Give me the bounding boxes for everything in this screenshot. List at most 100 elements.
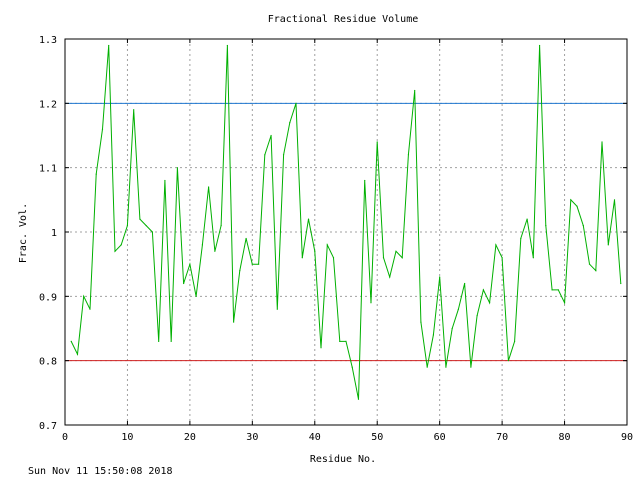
- data-point: [108, 44, 110, 47]
- x-tick-label: 0: [62, 432, 68, 443]
- data-point: [201, 244, 203, 246]
- data-point: [295, 102, 297, 104]
- x-tick-label: 30: [246, 432, 258, 443]
- data-point: [189, 263, 191, 265]
- data-point: [145, 224, 147, 227]
- y-tick-label: 0.9: [39, 292, 57, 303]
- data-point: [613, 199, 616, 201]
- data-point: [426, 366, 428, 368]
- data-point: [126, 224, 129, 227]
- data-point: [270, 134, 272, 137]
- data-point: [176, 167, 178, 169]
- data-point: [133, 109, 135, 111]
- data-point: [95, 173, 97, 175]
- data-point: [257, 263, 260, 265]
- data-point: [339, 340, 341, 342]
- data-point: [83, 295, 85, 297]
- data-point: [326, 244, 328, 246]
- data-point: [576, 205, 578, 207]
- data-point: [101, 128, 104, 130]
- data-point: [301, 257, 303, 259]
- x-tick-label: 10: [121, 432, 133, 443]
- data-point: [214, 250, 216, 252]
- data-point: [551, 289, 553, 291]
- data-point: [139, 218, 141, 220]
- timestamp: Sun Nov 11 15:50:08 2018: [28, 466, 173, 477]
- data-point: [563, 302, 566, 304]
- data-point: [170, 340, 172, 342]
- grid-lines: [65, 39, 627, 425]
- data-point: [520, 237, 522, 240]
- x-tick-label: 60: [434, 432, 446, 443]
- data-point: [282, 154, 285, 156]
- data-point: [482, 289, 484, 291]
- data-point: [545, 224, 547, 227]
- data-point: [557, 289, 559, 291]
- y-tick-label: 0.7: [39, 421, 57, 432]
- data-point: [588, 263, 591, 265]
- data-point: [70, 340, 72, 342]
- chart-title: Fractional Residue Volume: [268, 14, 419, 25]
- data-point: [239, 270, 241, 272]
- data-point: [439, 276, 441, 278]
- data-point: [332, 257, 335, 259]
- data-point: [151, 231, 154, 233]
- data-point: [264, 154, 266, 156]
- data-point: [514, 340, 516, 342]
- data-point: [382, 257, 385, 259]
- x-tick-label: 80: [559, 432, 571, 443]
- y-tick-label: 1.2: [39, 99, 57, 110]
- data-point: [432, 334, 435, 336]
- data-point: [357, 398, 360, 400]
- data-point: [314, 250, 316, 252]
- data-point: [395, 250, 397, 252]
- x-tick-label: 40: [309, 432, 321, 443]
- data-point: [601, 141, 603, 143]
- data-point: [226, 44, 228, 47]
- data-point: [489, 302, 491, 304]
- y-axis-label: Frac. Vol.: [18, 203, 29, 263]
- data-point: [364, 179, 366, 182]
- data-point: [532, 257, 534, 259]
- data-point: [276, 308, 278, 310]
- data-point: [195, 295, 197, 297]
- data-series: [70, 44, 622, 400]
- y-tick-label: 1: [51, 228, 57, 239]
- data-point: [570, 199, 572, 201]
- data-point: [538, 44, 541, 47]
- data-point: [445, 366, 447, 368]
- data-point: [620, 282, 622, 285]
- reference-lines: [65, 102, 627, 362]
- data-point: [183, 282, 185, 285]
- x-tick-label: 50: [371, 432, 383, 443]
- data-point: [495, 244, 497, 246]
- data-point: [120, 244, 122, 246]
- data-point: [457, 308, 459, 310]
- series-line: [70, 45, 622, 400]
- data-point: [307, 218, 310, 220]
- data-point: [233, 321, 235, 323]
- data-point: [464, 282, 466, 285]
- y-axis-ticks: 0.7 0.8 0.9 1 1.1 1.2 1.3: [39, 35, 627, 432]
- data-point: [470, 366, 472, 368]
- data-point: [158, 340, 160, 342]
- data-point: [401, 257, 403, 259]
- data-point: [414, 89, 416, 92]
- data-point: [582, 224, 584, 227]
- data-point: [476, 315, 478, 317]
- y-tick-label: 1.1: [39, 164, 57, 175]
- data-point: [407, 154, 410, 156]
- x-tick-label: 70: [496, 432, 508, 443]
- data-point: [76, 353, 79, 355]
- data-point: [389, 276, 391, 278]
- data-point: [345, 340, 347, 342]
- data-point: [376, 141, 378, 143]
- data-point: [370, 302, 372, 304]
- data-point: [251, 263, 253, 265]
- data-point: [420, 321, 422, 323]
- x-tick-label: 90: [621, 432, 633, 443]
- data-point: [501, 257, 503, 259]
- y-tick-label: 0.8: [39, 357, 57, 368]
- data-point: [351, 366, 353, 368]
